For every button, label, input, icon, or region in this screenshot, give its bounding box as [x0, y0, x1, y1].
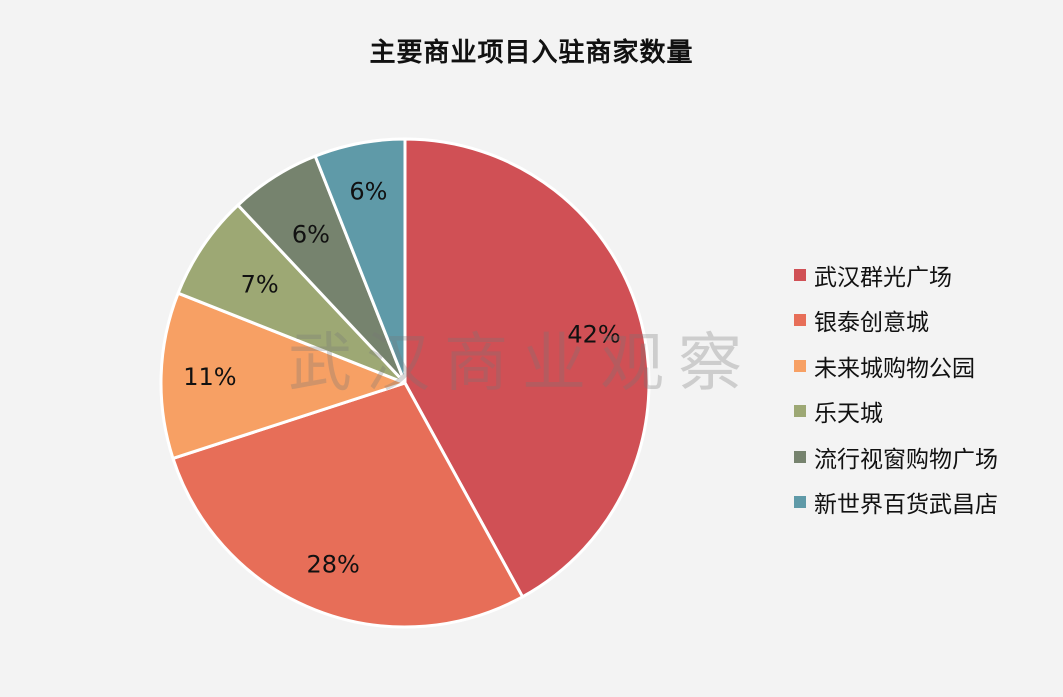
pie-slice[interactable]	[176, 203, 407, 385]
slice-percent-label: 42%	[567, 320, 620, 348]
legend-item[interactable]: 乐天城	[794, 389, 998, 435]
legend-label: 乐天城	[814, 401, 883, 428]
legend-swatch	[794, 314, 806, 327]
legend-label: 流行视窗购物广场	[814, 446, 998, 473]
legend-label: 武汉群光广场	[814, 264, 952, 291]
legend-label: 未来城购物公园	[814, 355, 975, 382]
legend-item[interactable]: 新世界百货武昌店	[794, 480, 998, 526]
legend-swatch	[794, 405, 806, 418]
legend-label: 新世界百货武昌店	[814, 492, 998, 519]
slice-percent-label: 7%	[241, 270, 279, 298]
legend-label: 银泰创意城	[814, 310, 929, 337]
pie-slice[interactable]	[313, 137, 407, 385]
slice-percent-label: 28%	[306, 550, 359, 578]
slice-percent-label: 6%	[292, 221, 330, 249]
slice-percent-label: 11%	[183, 363, 236, 391]
pie-slice[interactable]	[159, 291, 407, 460]
legend-swatch	[794, 450, 806, 463]
pie-slice[interactable]	[403, 137, 651, 599]
legend-item[interactable]: 流行视窗购物广场	[794, 434, 998, 480]
legend-item[interactable]: 武汉群光广场	[794, 252, 998, 298]
slice-percent-label: 6%	[349, 177, 387, 205]
legend-item[interactable]: 未来城购物公园	[794, 343, 998, 389]
legend: 武汉群光广场 银泰创意城未来城购物公园 乐天城流行视窗购物广场 新世界百货武昌店	[794, 252, 998, 525]
legend-swatch	[794, 268, 806, 281]
legend-swatch	[794, 496, 806, 509]
legend-swatch	[794, 359, 806, 372]
pie-slice[interactable]	[171, 381, 525, 629]
chart-title: 主要商业项目入驻商家数量	[369, 38, 694, 68]
legend-item[interactable]: 银泰创意城	[794, 298, 998, 344]
